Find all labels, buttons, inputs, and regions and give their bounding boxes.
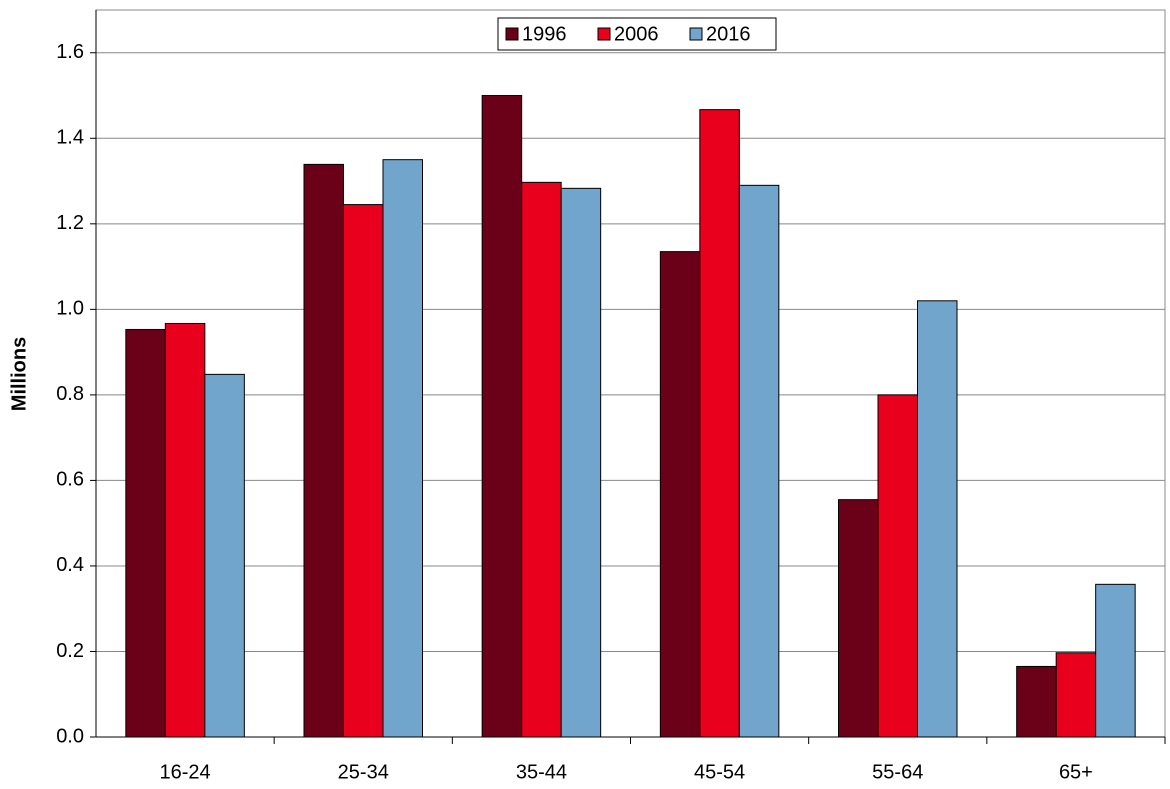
bar (481, 95, 523, 738)
y-tick-label: 1.2 (56, 212, 84, 234)
bar (917, 300, 958, 738)
x-tick-label: 25-34 (338, 761, 389, 783)
y-tick-label: 0.2 (56, 640, 84, 662)
bar (1016, 665, 1057, 738)
bar (877, 394, 918, 738)
x-tick-label: 45-54 (694, 761, 745, 783)
bar (699, 109, 740, 738)
y-tick-label: 0.6 (56, 469, 84, 491)
bar (1095, 583, 1136, 738)
bar (560, 187, 602, 738)
x-tick-label: 35-44 (516, 761, 567, 783)
bar (738, 184, 780, 738)
bar (659, 251, 701, 738)
bar (303, 163, 344, 738)
legend-label: 1996 (522, 23, 567, 45)
legend-swatch (505, 27, 519, 41)
y-tick-label: 1.6 (56, 41, 84, 63)
y-tick-label: 0.0 (56, 725, 84, 747)
bar (343, 204, 384, 738)
x-tick-label: 55-64 (872, 761, 923, 783)
legend-swatch (597, 27, 611, 41)
bar (204, 373, 245, 738)
bar (521, 181, 562, 738)
y-tick-label: 0.8 (56, 383, 84, 405)
y-axis-label: Millions (8, 337, 30, 411)
x-tick-label: 65+ (1059, 761, 1093, 783)
bar (382, 159, 423, 738)
bar (164, 322, 206, 738)
x-tick-label: 16-24 (160, 761, 211, 783)
legend-box (497, 17, 777, 51)
legend-label: 2016 (706, 23, 751, 45)
y-tick-label: 0.4 (56, 554, 84, 576)
legend-label: 2006 (614, 23, 659, 45)
bar (838, 499, 879, 738)
legend-swatch (689, 27, 703, 41)
plot-frame (95, 9, 1166, 738)
y-tick-label: 1.0 (56, 298, 84, 320)
bar (1055, 652, 1097, 738)
bar (125, 328, 166, 738)
y-tick-label: 1.4 (56, 127, 84, 149)
